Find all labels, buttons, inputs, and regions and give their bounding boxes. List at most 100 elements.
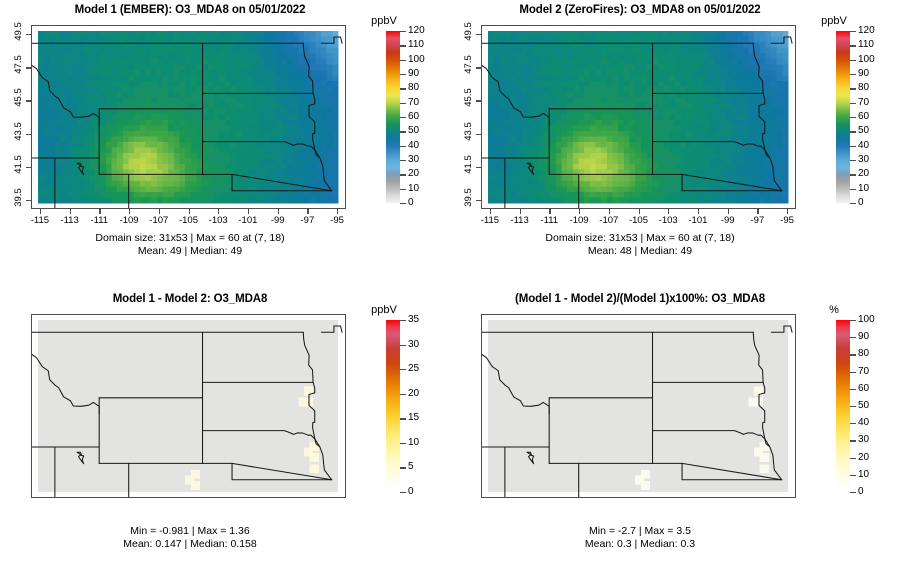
colorbar-tick-label: 10 (408, 182, 420, 194)
y-tick-label: 45.5 (12, 88, 24, 108)
x-tick-mark (519, 209, 521, 214)
colorbar-tick-label: 60 (858, 111, 870, 122)
colorbar-tick (850, 388, 856, 391)
colorbar-unit-label: ppbV (371, 15, 397, 27)
colorbar-tick-label: 10 (408, 436, 420, 448)
x-tick-label: -97 (300, 215, 315, 226)
x-tick-label: -99 (270, 215, 285, 226)
colorbar-tick-label: 90 (858, 331, 870, 343)
colorbar-tick-label: 20 (408, 168, 420, 180)
x-tick-label: -101 (238, 215, 258, 226)
x-tick-label: -107 (599, 215, 619, 226)
panel-title: (Model 1 - Model 2)/(Model 1)x100%: O3_M… (514, 293, 766, 305)
colorbar-tick (400, 188, 406, 190)
panel-caption: Domain size: 31x53 | Max = 60 at (7, 18)… (545, 232, 735, 257)
colorbar-tick (850, 188, 856, 190)
colorbar-tick-label: 40 (858, 139, 870, 151)
colorbar-tick-label: 20 (858, 451, 870, 463)
y-tick-label: 41.5 (462, 154, 474, 174)
colorbar-tick (400, 492, 406, 494)
x-tick-mark (489, 209, 492, 214)
colorbar-tick (400, 31, 406, 33)
x-tick-label: -113 (510, 215, 529, 226)
y-tick-label: 49.5 (12, 22, 24, 41)
y-tick-mark (26, 199, 31, 202)
x-tick-mark (69, 209, 71, 214)
colorbar-tick (400, 145, 406, 147)
x-tick-label: -107 (149, 215, 169, 226)
y-tick-mark (476, 100, 481, 102)
colorbar-tick-label: 40 (858, 417, 870, 429)
y-tick-label: 39.5 (462, 188, 474, 207)
y-tick-mark (476, 199, 481, 202)
colorbar-tick (850, 102, 856, 104)
colorbar-tick (850, 457, 856, 459)
colorbar-tick (400, 117, 406, 119)
x-tick-mark (218, 209, 220, 214)
colorbar-tick-label: 10 (858, 182, 870, 194)
panel-percent-difference: (Model 1 - Model 2)/(Model 1)x100%: O3_M… (450, 289, 900, 579)
colorbar-tick (400, 74, 406, 76)
colorbar-tick-label: 30 (408, 338, 420, 350)
x-tick-label: -105 (628, 215, 648, 226)
colorbar-tick-label: 90 (408, 68, 420, 79)
x-tick-label: -103 (208, 215, 228, 226)
x-tick-label: -109 (119, 215, 139, 226)
colorbar-tick (400, 369, 406, 371)
y-tick-mark (26, 133, 31, 135)
x-tick-mark (697, 209, 700, 214)
x-tick-label: -113 (60, 215, 79, 226)
colorbar-tick-label: 70 (858, 365, 870, 377)
x-tick-mark (757, 209, 759, 214)
colorbar-tick-label: 5 (408, 461, 414, 473)
colorbar-tick (400, 393, 406, 395)
ozone-raster (32, 26, 345, 208)
x-tick-label: -111 (90, 215, 109, 226)
x-tick-mark (727, 209, 729, 214)
colorbar-tick-label: 0 (858, 197, 864, 208)
colorbar-tick (850, 474, 856, 477)
colorbar-tick-label: 80 (858, 348, 870, 360)
colorbar-tick (850, 354, 856, 356)
y-tick-mark (476, 34, 481, 36)
colorbar-tick (850, 406, 856, 408)
x-tick-mark (337, 209, 339, 214)
colorbar-tick-label: 50 (858, 400, 870, 411)
colorbar-tick (850, 371, 856, 373)
panel-difference: Model 1 - Model 2: O3_MDA8 Min = -0.981 … (0, 289, 450, 579)
colorbar-tick-label: 0 (408, 197, 414, 208)
colorbar-tick (850, 31, 856, 33)
y-tick-label: 47.5 (462, 55, 474, 75)
y-tick-mark (26, 100, 31, 102)
colorbar-tick-label: 90 (858, 68, 870, 79)
colorbar-tick (400, 418, 406, 420)
colorbar-tick (850, 74, 856, 76)
x-tick-label: -115 (30, 215, 50, 226)
colorbar-tick-label: 20 (858, 168, 870, 180)
colorbar-tick (400, 160, 406, 162)
panel-model2: Model 2 (ZeroFires): O3_MDA8 on 05/01/20… (450, 0, 900, 290)
state-boundaries (32, 315, 345, 497)
x-tick-mark (579, 209, 581, 214)
colorbar-tick (850, 45, 856, 47)
colorbar-tick (400, 344, 406, 346)
colorbar-tick (400, 320, 406, 322)
colorbar-tick-label: 70 (408, 96, 420, 108)
x-tick-label: -95 (330, 215, 344, 226)
map-plot-area (31, 25, 346, 209)
map-plot-area (481, 314, 796, 498)
panel-title: Model 2 (ZeroFires): O3_MDA8 on 05/01/20… (519, 4, 761, 16)
colorbar-tick-label: 0 (858, 486, 864, 497)
x-tick-label: -99 (720, 215, 735, 226)
x-tick-mark (39, 209, 42, 214)
y-tick-mark (476, 67, 481, 69)
colorbar-tick (400, 467, 406, 469)
map-plot-area (31, 314, 346, 498)
colorbar-tick-label: 80 (408, 82, 420, 94)
y-tick-mark (26, 34, 31, 36)
x-tick-label: -111 (540, 215, 559, 226)
colorbar-tick (850, 320, 856, 322)
x-tick-mark (129, 209, 131, 214)
colorbar-tick (850, 88, 856, 90)
